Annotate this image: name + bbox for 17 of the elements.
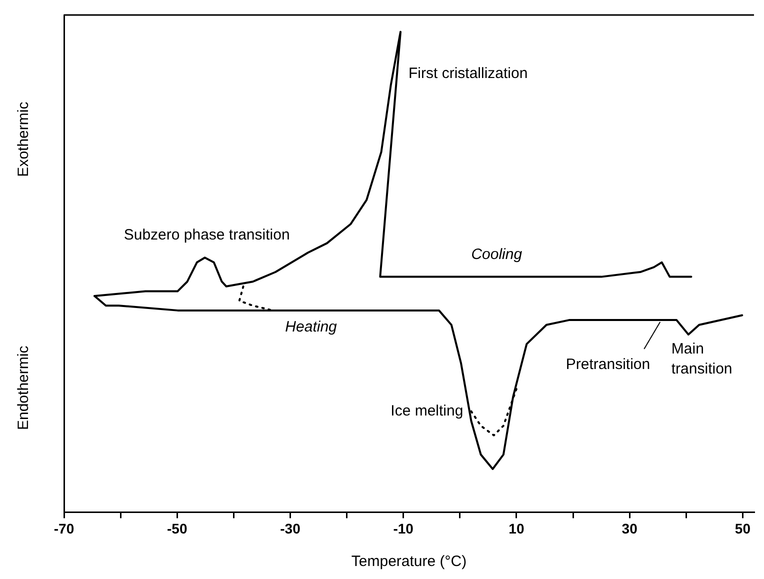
x-tick-label: -10: [393, 520, 414, 536]
x-tick-label: -50: [167, 520, 188, 536]
x-tick-label: 10: [508, 520, 524, 536]
x-axis-title: Temperature (°C): [351, 553, 467, 570]
annotation: Ice melting: [390, 402, 464, 420]
series-label: Heating: [285, 318, 338, 336]
x-tick-label: -30: [280, 520, 301, 536]
x-tick-label: -70: [54, 520, 74, 536]
x-tick-label: 50: [734, 520, 751, 536]
annotation: First cristallization: [408, 64, 528, 82]
annotation: Pretransition: [566, 356, 650, 374]
text: Endothermic: [15, 345, 32, 430]
annotation: Subzero phase transition: [124, 226, 290, 244]
x-tick-label: 30: [622, 520, 638, 536]
series-label: Cooling: [471, 246, 523, 263]
annotation: Main transition: [671, 340, 732, 378]
text: Exothermic: [15, 101, 32, 177]
